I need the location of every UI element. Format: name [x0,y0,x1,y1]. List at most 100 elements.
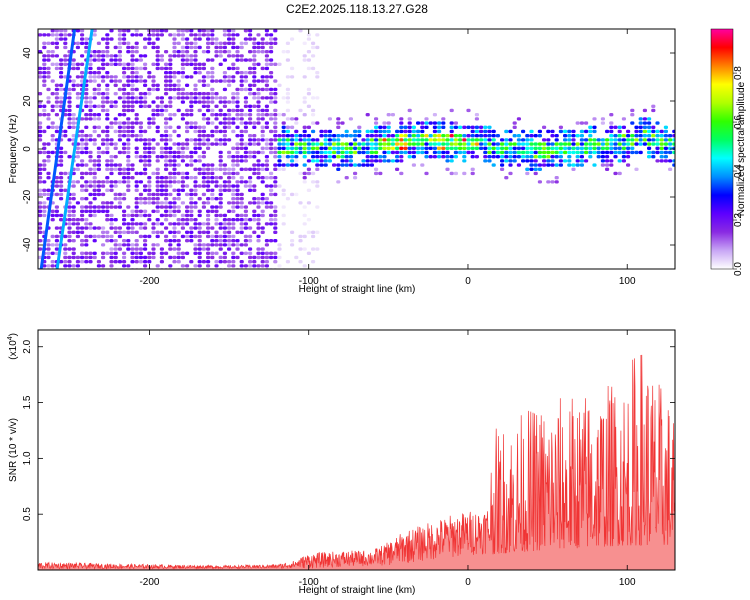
spectrogram-cell [336,125,341,129]
spectrogram-cell [550,159,555,163]
spectrogram-cell [651,104,656,108]
spectrogram-cell [311,45,316,50]
spectrogram-cell [239,45,244,50]
spectrogram-cell [227,83,232,87]
spectrogram-cell [117,163,122,167]
spectrogram-cell [638,150,643,155]
spectrogram-cell [172,213,177,218]
spectrogram-cell [206,45,211,50]
spectrogram-cell [231,159,236,163]
spectrogram-cell [554,150,559,155]
spectrogram-cell [336,167,341,171]
spectrogram-cell [428,134,433,138]
spectrogram-cell [88,192,93,197]
spectrogram-cell [201,62,206,66]
spectrogram-cell [193,201,198,205]
spectrogram-cell [109,180,114,184]
spectrogram-cell [600,159,605,163]
spectrogram-cell [361,150,366,155]
spectrogram-cell [663,142,668,146]
spectrogram-cell [92,180,97,184]
spectrogram-cell [201,104,206,108]
spectrogram-cell [155,87,160,92]
spectrogram-cell [248,33,253,37]
spectrogram-cell [96,234,101,239]
spectrogram-cell [214,222,219,226]
spectrogram-cell [600,155,605,159]
spectrogram-cell [54,213,59,218]
spectrogram-cell [420,146,425,150]
spectrogram-cell [269,113,274,117]
spectrogram-cell [189,260,194,264]
spectrogram-cell [243,226,248,230]
spectrogram-cell [206,104,211,108]
spectrogram-cell [138,192,143,197]
spectrogram-cell [201,150,206,155]
spectrogram-cell [600,121,605,125]
spectrogram-cell [59,71,64,75]
spectrogram-cell [138,75,143,79]
spectrogram-cell [80,33,85,37]
spectrogram-cell [642,108,647,113]
spectrogram-cell [151,87,156,92]
spectrogram-cell [117,201,122,205]
spectrogram-cell [38,222,43,226]
spectrogram-cell [122,83,127,87]
spectrogram-cell [206,75,211,79]
spectrogram-cell [38,230,43,234]
spectrogram-cell [54,243,59,247]
spectrogram-cell [185,108,190,113]
spectrogram-cell [185,251,190,255]
spectrogram-cell [311,159,316,163]
spectrogram-cell [239,108,244,113]
spectrogram-cell [281,213,286,218]
spectrogram-cell [75,83,80,87]
spectrogram-cell [571,167,576,171]
spectrogram-cell [634,142,639,146]
snr-y-multiplier: (x104) [7,333,19,360]
spectrogram-cell [252,83,257,87]
spectrogram-cell [172,37,177,41]
spectrogram-cell [302,247,307,251]
spectrogram-cell [88,167,93,171]
spectrogram-cell [138,33,143,37]
spectrogram-cell [672,138,675,142]
spectrogram-cell [437,138,442,142]
spectrogram-cell [235,142,240,146]
spectrogram-cell [168,176,173,180]
spectrogram-cell [298,201,303,205]
spectrogram-cell [151,226,156,230]
spectrogram-cell [491,142,496,146]
spectrogram-cell [214,184,219,188]
spectrogram-cell [88,150,93,155]
x-tick-label: 0 [465,577,471,588]
spectrogram-cell [201,222,206,226]
spectrogram-cell [67,234,72,239]
spectrogram-cell [231,163,236,167]
spectrogram-cell [155,201,160,205]
spectrogram-cell [336,117,341,121]
spectrogram-cell [600,117,605,121]
spectrogram-cell [168,58,173,62]
spectrogram-cell [466,108,471,113]
spectrogram-cell [256,171,261,176]
spectrogram-cell [529,138,534,142]
spectrogram-cell [222,167,227,171]
spectrogram-cell [185,37,190,41]
spectrogram-cell [227,138,232,142]
spectrogram-cell [462,155,467,159]
spectrogram-cell [159,66,164,71]
spectrogram-cell [117,167,122,171]
spectrogram-cell [101,62,106,66]
spectrogram-cell [197,159,202,163]
spectrogram-cell [416,150,421,155]
spectrogram-cell [105,54,110,58]
spectrogram-cell [395,138,400,142]
spectrogram-cell [260,37,265,41]
spectrogram-cell [298,146,303,150]
spectrogram-cell [117,230,122,234]
spectrogram-cell [122,129,127,134]
spectrogram-cell [550,180,555,184]
spectrogram-cell [248,37,253,41]
spectrogram-cell [210,205,215,209]
